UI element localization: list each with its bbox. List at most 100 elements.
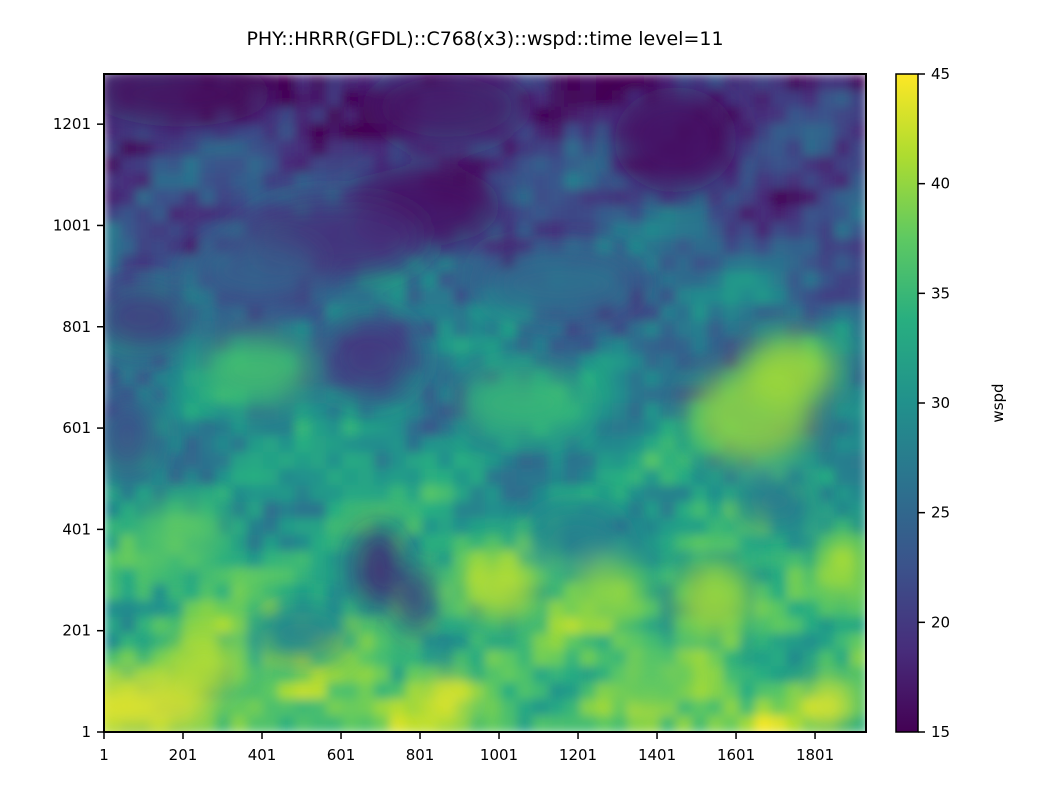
heatmap-cell: [707, 518, 725, 536]
heatmap-cell: [659, 74, 677, 92]
heatmap-cell: [707, 337, 725, 355]
heatmap-cell: [453, 518, 471, 536]
heatmap-cell: [643, 222, 661, 240]
heatmap-cell: [231, 123, 248, 141]
colorbar-tick-label: 30: [931, 394, 950, 412]
heatmap-cell: [405, 666, 423, 684]
heatmap-cell: [373, 304, 391, 322]
heatmap-cell: [770, 271, 788, 289]
heatmap-cell: [596, 699, 614, 717]
heatmap-cell: [612, 90, 629, 108]
heatmap-cell: [405, 287, 423, 306]
heatmap-cell: [151, 616, 169, 635]
heatmap-cell: [437, 551, 455, 569]
heatmap-cell: [500, 222, 518, 240]
heatmap-cell: [786, 205, 804, 224]
heatmap-cell: [818, 123, 836, 141]
heatmap-cell: [278, 435, 296, 454]
heatmap-cell: [294, 682, 312, 701]
heatmap-cell: [596, 139, 614, 158]
heatmap-cell: [675, 468, 693, 487]
heatmap-cell: [834, 172, 852, 191]
heatmap-cell: [183, 386, 201, 404]
heatmap-cell: [294, 106, 312, 125]
heatmap-cell: [516, 452, 534, 470]
heatmap-cell: [469, 337, 487, 355]
heatmap-cell: [310, 386, 328, 404]
heatmap-cell: [421, 419, 439, 437]
heatmap-cell: [834, 419, 852, 437]
heatmap-cell: [421, 353, 439, 372]
heatmap-cell: [643, 485, 661, 503]
heatmap-cell: [691, 337, 709, 355]
heatmap-cell: [580, 205, 598, 224]
heatmap-cell: [326, 534, 344, 553]
heatmap-cell: [469, 452, 487, 470]
heatmap-cell: [580, 370, 598, 388]
heatmap-cell: [739, 238, 756, 256]
heatmap-cell: [754, 616, 772, 635]
heatmap-feature: [165, 633, 242, 700]
heatmap-cell: [564, 189, 582, 207]
heatmap-cell: [580, 337, 598, 355]
heatmap-cell: [850, 139, 866, 158]
heatmap-cell: [564, 468, 582, 487]
heatmap-cell: [659, 616, 677, 635]
heatmap-cell: [770, 222, 788, 240]
heatmap-cell: [723, 74, 741, 92]
heatmap-cell: [834, 205, 852, 224]
heatmap-cell: [469, 633, 487, 651]
heatmap-cell: [802, 238, 820, 256]
heatmap-cell: [564, 74, 582, 92]
heatmap-cell: [469, 156, 487, 174]
heatmap-cell: [231, 419, 248, 437]
heatmap-cell: [612, 370, 629, 388]
heatmap-cell: [643, 254, 661, 273]
heatmap-cell: [135, 123, 153, 141]
heatmap-cell: [167, 485, 185, 503]
heatmap-cell: [199, 205, 217, 224]
heatmap-cell: [675, 715, 693, 732]
heatmap-cell: [485, 452, 502, 470]
heatmap-cell: [580, 189, 598, 207]
heatmap-cell: [818, 254, 836, 273]
heatmap-cell: [278, 172, 296, 191]
heatmap-cell: [532, 205, 550, 224]
heatmap-cell: [500, 468, 518, 487]
heatmap-cell: [786, 139, 804, 158]
heatmap-feature: [736, 475, 813, 528]
heatmap-cell: [326, 419, 344, 437]
heatmap-cell: [262, 435, 280, 454]
heatmap-cell: [500, 156, 518, 174]
heatmap-cell: [358, 485, 375, 503]
heatmap-cell: [215, 205, 233, 224]
heatmap-cell: [326, 123, 344, 141]
heatmap-cell: [485, 156, 502, 174]
heatmap-cell: [342, 666, 360, 684]
heatmap-cell: [612, 304, 629, 322]
heatmap-cell: [231, 304, 248, 322]
heatmap-cell: [326, 403, 344, 421]
heatmap-cell: [516, 74, 534, 92]
heatmap-cell: [516, 139, 534, 158]
heatmap-cell: [850, 172, 866, 191]
heatmap-cell: [199, 403, 217, 421]
heatmap-cell: [469, 320, 487, 339]
heatmap-cell: [326, 90, 344, 108]
heatmap-cell: [104, 123, 121, 141]
heatmap-cell: [818, 403, 836, 421]
heatmap-cell: [834, 501, 852, 520]
heatmap-cell: [850, 271, 866, 289]
heatmap-cell: [786, 287, 804, 306]
heatmap-cell: [405, 649, 423, 668]
heatmap-cell: [564, 238, 582, 256]
heatmap-cell: [373, 287, 391, 306]
heatmap-cell: [850, 386, 866, 404]
heatmap-cell: [469, 435, 487, 454]
heatmap-cell: [437, 254, 455, 273]
heatmap-cell: [802, 534, 820, 553]
heatmap-cell: [231, 600, 248, 618]
heatmap-cell: [326, 501, 344, 520]
heatmap-cell: [135, 353, 153, 372]
